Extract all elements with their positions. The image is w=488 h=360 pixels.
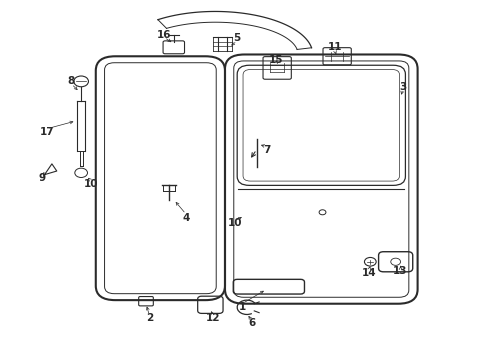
Text: 4: 4 [182, 213, 189, 222]
Text: 6: 6 [248, 319, 255, 328]
Text: 7: 7 [262, 144, 269, 154]
Text: 5: 5 [233, 33, 240, 43]
Text: 2: 2 [145, 313, 153, 323]
Text: 12: 12 [205, 313, 220, 323]
Text: 10: 10 [227, 218, 242, 228]
Text: 3: 3 [399, 82, 406, 92]
Text: 15: 15 [268, 55, 283, 65]
Text: 8: 8 [68, 76, 75, 86]
Text: 9: 9 [39, 173, 45, 183]
Text: 11: 11 [327, 42, 341, 52]
Text: 13: 13 [392, 266, 407, 276]
Text: 1: 1 [238, 302, 245, 312]
Text: 14: 14 [361, 268, 375, 278]
Text: 17: 17 [40, 127, 54, 136]
Text: 10: 10 [83, 179, 98, 189]
Text: 16: 16 [157, 30, 171, 40]
